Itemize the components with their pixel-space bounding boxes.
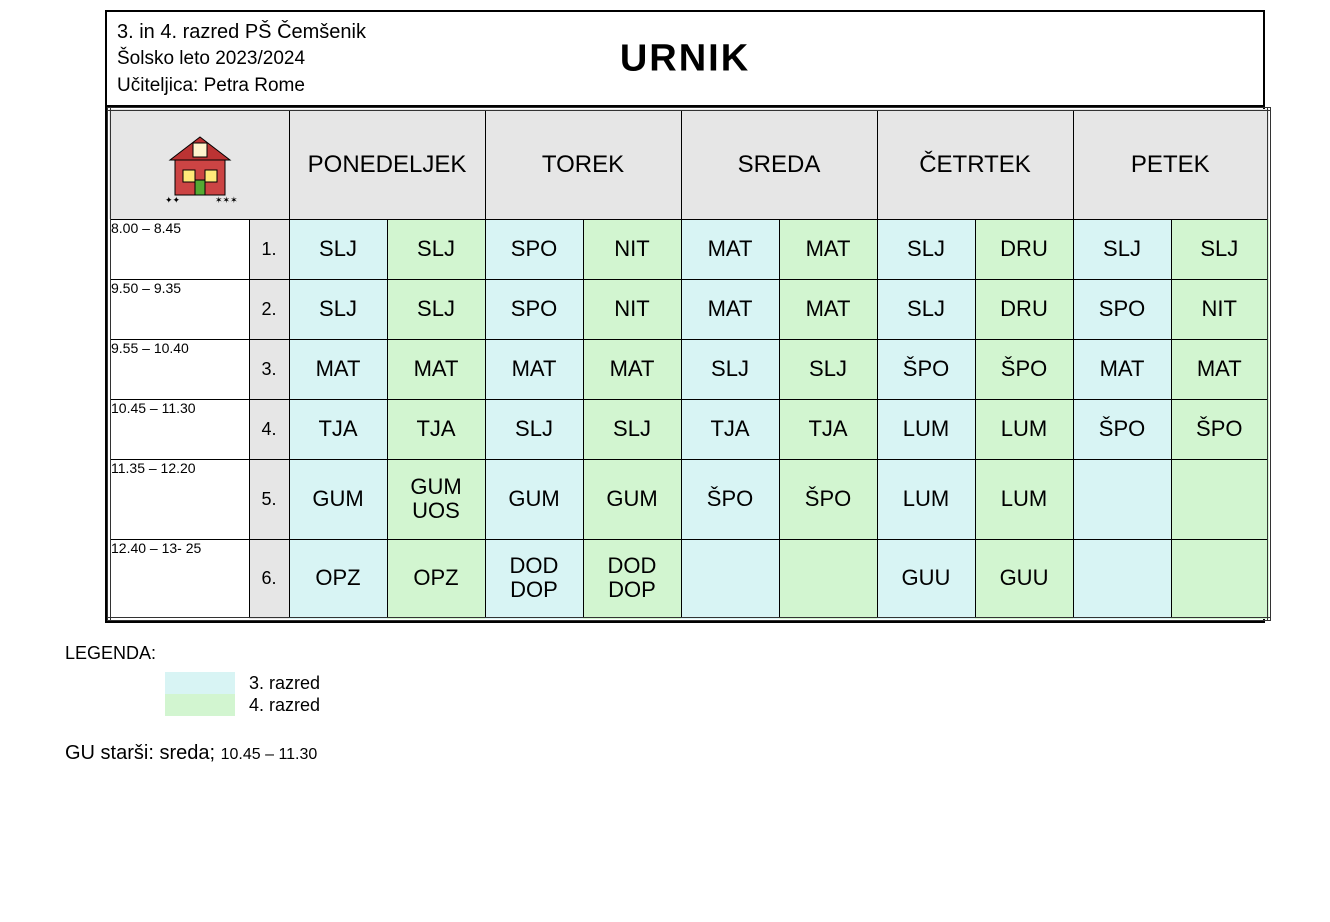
day-header: SREDA	[681, 109, 877, 219]
subject-cell-grade4: GUM	[583, 459, 681, 539]
subject-cell-grade3: SLJ	[1073, 219, 1171, 279]
subject-cell-grade4: LUM	[975, 399, 1073, 459]
timetable-container: 3. in 4. razred PŠ Čemšenik Šolsko leto …	[105, 10, 1265, 623]
period-number: 5.	[249, 459, 289, 539]
legend-item: 3. razred	[165, 672, 1265, 694]
subject-cell-grade3: GUM	[485, 459, 583, 539]
period-number: 2.	[249, 279, 289, 339]
time-cell: 11.35 – 12.20	[109, 459, 249, 539]
day-header: TOREK	[485, 109, 681, 219]
legend: LEGENDA: 3. razred4. razred	[65, 643, 1265, 716]
subject-cell-grade3: SLJ	[289, 279, 387, 339]
legend-label: 4. razred	[249, 695, 320, 716]
subject-cell-grade3: MAT	[1073, 339, 1171, 399]
subject-cell-grade3: SLJ	[485, 399, 583, 459]
footnote-time: 10.45 – 11.30	[221, 746, 318, 763]
footnote: GU starši: sreda; 10.45 – 11.30	[65, 742, 1265, 765]
subject-cell-grade3: OPZ	[289, 539, 387, 619]
subject-cell-grade4	[779, 539, 877, 619]
subject-cell-grade4: DOD DOP	[583, 539, 681, 619]
subject-cell-grade3: MAT	[681, 219, 779, 279]
day-header: PONEDELJEK	[289, 109, 485, 219]
subject-cell-grade4: MAT	[779, 279, 877, 339]
subject-cell-grade4: MAT	[583, 339, 681, 399]
subject-cell-grade3: SLJ	[877, 279, 975, 339]
subject-cell-grade4	[1171, 459, 1269, 539]
subject-cell-grade3: SLJ	[681, 339, 779, 399]
subject-cell-grade4: SLJ	[387, 279, 485, 339]
teacher-line: Učiteljica: Petra Rome	[117, 73, 1253, 100]
subject-cell-grade4: NIT	[583, 219, 681, 279]
subject-cell-grade3: MAT	[289, 339, 387, 399]
subject-cell-grade3: ŠPO	[1073, 399, 1171, 459]
subject-cell-grade4	[1171, 539, 1269, 619]
subject-cell-grade4: TJA	[779, 399, 877, 459]
day-header: ČETRTEK	[877, 109, 1073, 219]
subject-cell-grade3: MAT	[485, 339, 583, 399]
period-number: 4.	[249, 399, 289, 459]
period-number: 6.	[249, 539, 289, 619]
period-number: 1.	[249, 219, 289, 279]
subject-cell-grade3: DOD DOP	[485, 539, 583, 619]
footnote-prefix: GU starši: sreda;	[65, 742, 221, 764]
legend-item: 4. razred	[165, 694, 1265, 716]
subject-cell-grade4: DRU	[975, 219, 1073, 279]
subject-cell-grade4: MAT	[387, 339, 485, 399]
timetable: ✦✦ ✶✶✶ PONEDELJEK TOREK SREDA ČETRTEK PE…	[107, 107, 1271, 621]
header: 3. in 4. razred PŠ Čemšenik Šolsko leto …	[107, 12, 1263, 107]
subject-cell-grade4: GUM UOS	[387, 459, 485, 539]
subject-cell-grade4: NIT	[1171, 279, 1269, 339]
svg-text:✦✦: ✦✦	[165, 195, 181, 205]
school-icon-cell: ✦✦ ✶✶✶	[109, 109, 289, 219]
subject-cell-grade4: SLJ	[1171, 219, 1269, 279]
time-cell: 9.50 – 9.35	[109, 279, 249, 339]
subject-cell-grade3: LUM	[877, 459, 975, 539]
subject-cell-grade3: GUU	[877, 539, 975, 619]
subject-cell-grade3: TJA	[289, 399, 387, 459]
subject-cell-grade3: ŠPO	[681, 459, 779, 539]
subject-cell-grade4: ŠPO	[975, 339, 1073, 399]
svg-text:✶✶✶: ✶✶✶	[215, 195, 238, 205]
school-icon: ✦✦ ✶✶✶	[111, 125, 289, 205]
time-cell: 10.45 – 11.30	[109, 399, 249, 459]
subject-cell-grade4: OPZ	[387, 539, 485, 619]
subject-cell-grade3: SPO	[1073, 279, 1171, 339]
subject-cell-grade3	[1073, 459, 1171, 539]
subject-cell-grade4: MAT	[1171, 339, 1269, 399]
legend-swatch	[165, 672, 235, 694]
time-cell: 12.40 – 13- 25	[109, 539, 249, 619]
legend-title: LEGENDA:	[65, 643, 1265, 664]
subject-cell-grade3: ŠPO	[877, 339, 975, 399]
day-header: PETEK	[1073, 109, 1269, 219]
year-line: Šolsko leto 2023/2024	[117, 46, 1253, 73]
subject-cell-grade4: ŠPO	[779, 459, 877, 539]
subject-cell-grade3: SLJ	[877, 219, 975, 279]
subject-cell-grade4: TJA	[387, 399, 485, 459]
subject-cell-grade4: DRU	[975, 279, 1073, 339]
subject-cell-grade4: NIT	[583, 279, 681, 339]
class-line: 3. in 4. razred PŠ Čemšenik	[117, 18, 1253, 46]
legend-swatch	[165, 694, 235, 716]
legend-label: 3. razred	[249, 673, 320, 694]
subject-cell-grade3: SPO	[485, 219, 583, 279]
subject-cell-grade4: ŠPO	[1171, 399, 1269, 459]
subject-cell-grade3: MAT	[681, 279, 779, 339]
subject-cell-grade3: SLJ	[289, 219, 387, 279]
subject-cell-grade4: SLJ	[387, 219, 485, 279]
subject-cell-grade4: SLJ	[583, 399, 681, 459]
period-number: 3.	[249, 339, 289, 399]
time-cell: 8.00 – 8.45	[109, 219, 249, 279]
subject-cell-grade3: TJA	[681, 399, 779, 459]
time-cell: 9.55 – 10.40	[109, 339, 249, 399]
subject-cell-grade4: SLJ	[779, 339, 877, 399]
subject-cell-grade3	[1073, 539, 1171, 619]
subject-cell-grade3: SPO	[485, 279, 583, 339]
subject-cell-grade3	[681, 539, 779, 619]
subject-cell-grade4: GUU	[975, 539, 1073, 619]
subject-cell-grade4: LUM	[975, 459, 1073, 539]
subject-cell-grade3: GUM	[289, 459, 387, 539]
subject-cell-grade3: LUM	[877, 399, 975, 459]
subject-cell-grade4: MAT	[779, 219, 877, 279]
